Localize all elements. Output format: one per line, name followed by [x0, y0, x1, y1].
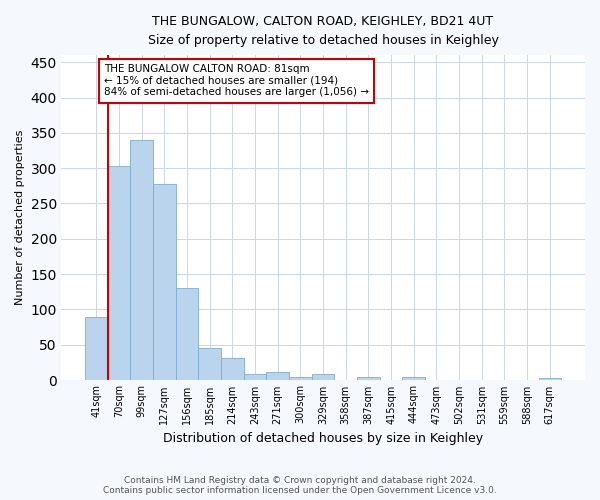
Bar: [312, 374, 334, 380]
X-axis label: Distribution of detached houses by size in Keighley: Distribution of detached houses by size …: [163, 432, 483, 445]
Bar: [176, 288, 199, 380]
Bar: [403, 378, 425, 380]
Y-axis label: Number of detached properties: Number of detached properties: [15, 130, 25, 306]
Text: Contains HM Land Registry data © Crown copyright and database right 2024.
Contai: Contains HM Land Registry data © Crown c…: [103, 476, 497, 495]
Bar: [289, 376, 312, 380]
Bar: [266, 372, 289, 380]
Text: THE BUNGALOW CALTON ROAD: 81sqm
← 15% of detached houses are smaller (194)
84% o: THE BUNGALOW CALTON ROAD: 81sqm ← 15% of…: [104, 64, 369, 98]
Bar: [130, 140, 153, 380]
Bar: [357, 376, 380, 380]
Bar: [199, 348, 221, 380]
Title: THE BUNGALOW, CALTON ROAD, KEIGHLEY, BD21 4UT
Size of property relative to detac: THE BUNGALOW, CALTON ROAD, KEIGHLEY, BD2…: [148, 15, 499, 47]
Bar: [153, 184, 176, 380]
Bar: [107, 166, 130, 380]
Bar: [85, 316, 107, 380]
Bar: [539, 378, 561, 380]
Bar: [244, 374, 266, 380]
Bar: [221, 358, 244, 380]
